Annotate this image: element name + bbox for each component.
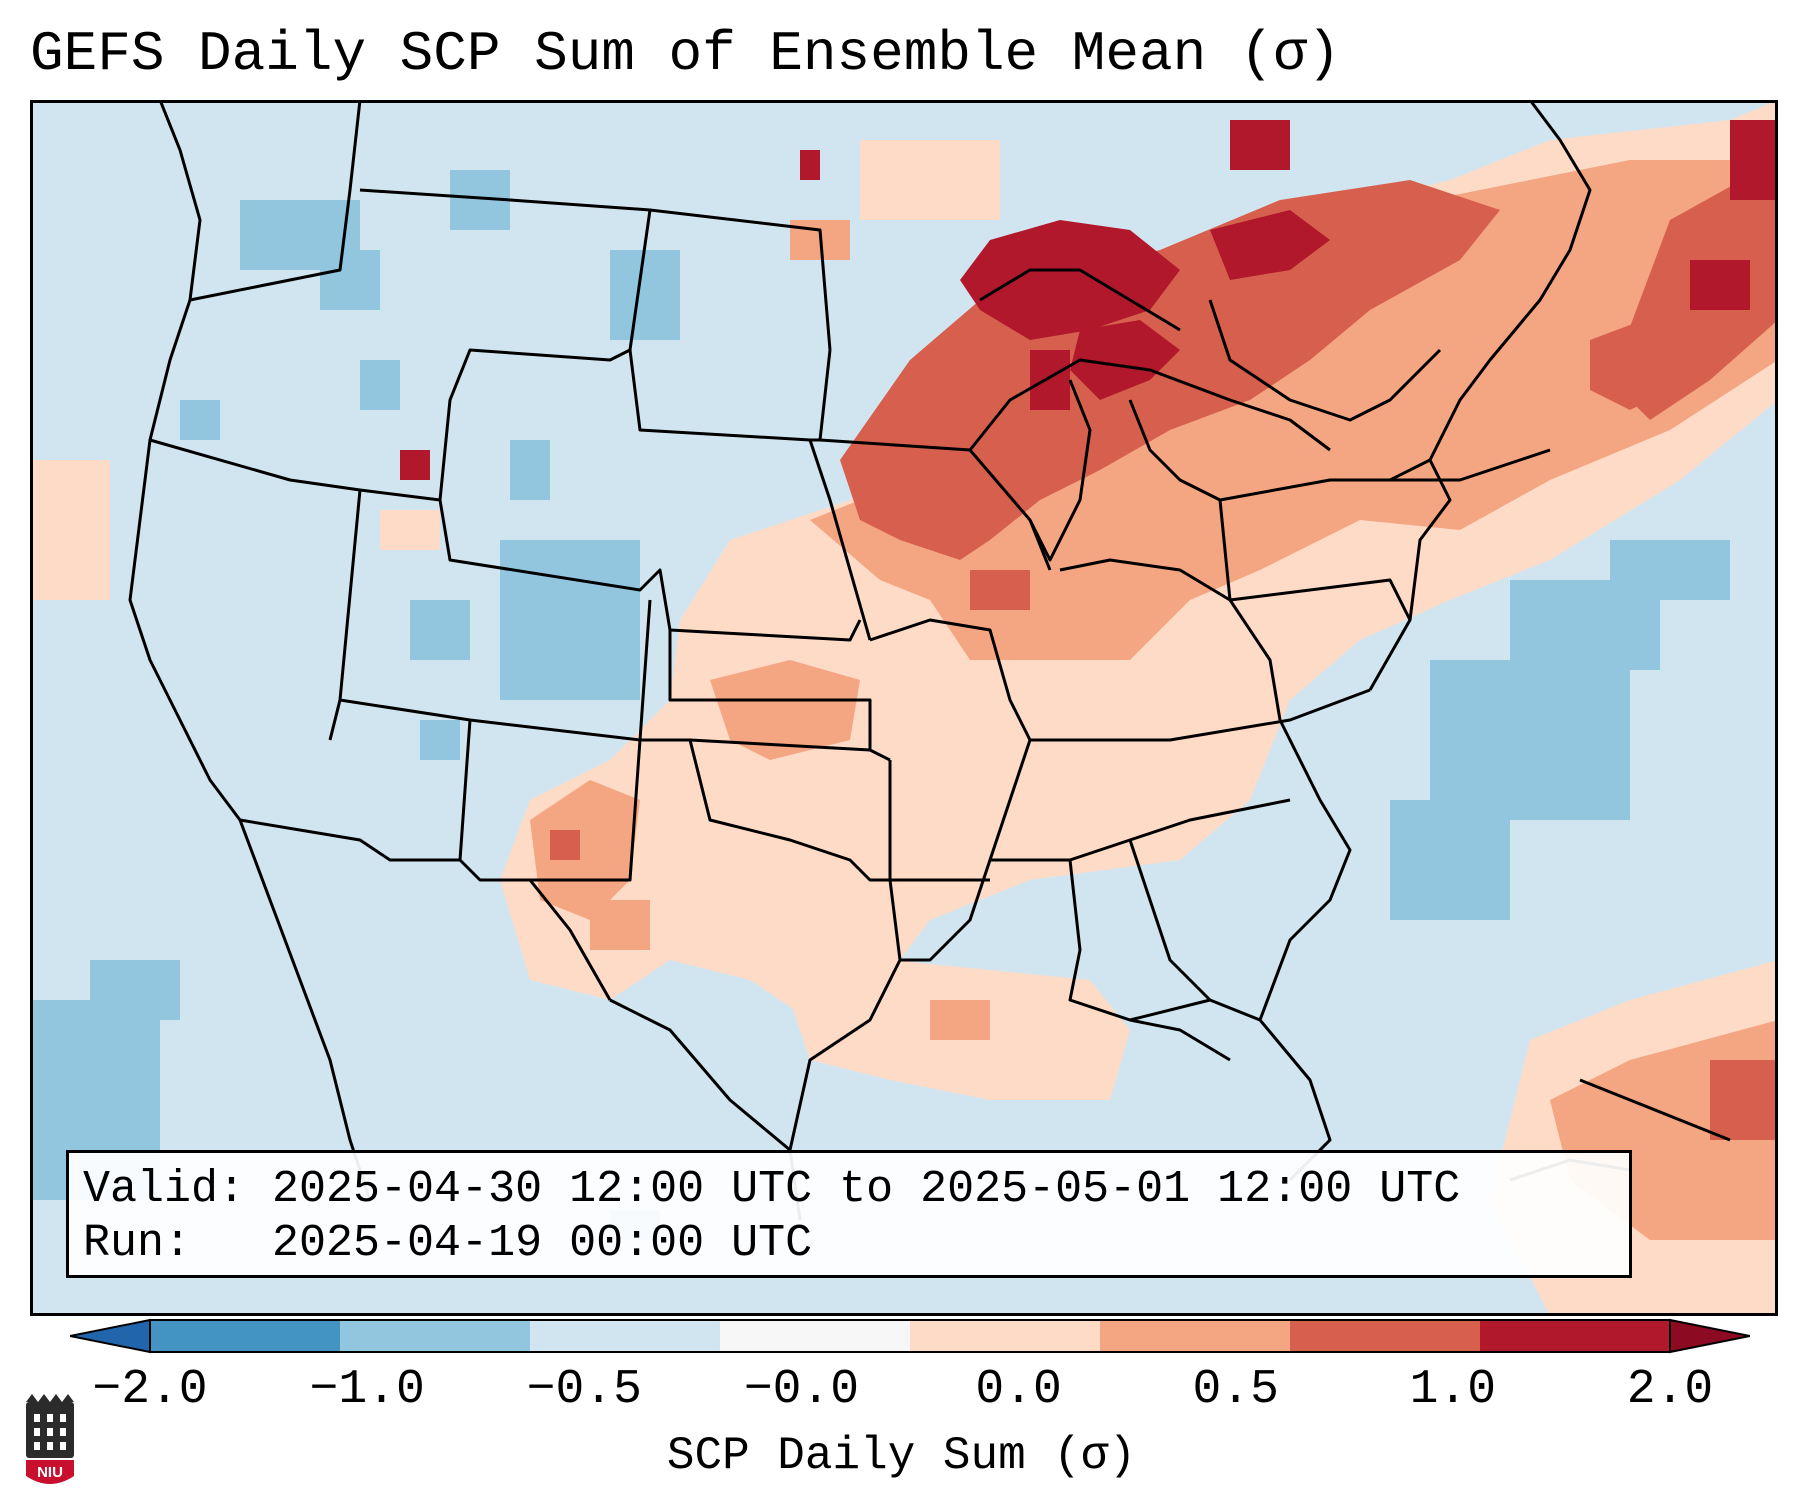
valid-time-text: Valid: 2025-04-30 12:00 UTC to 2025-05-0… xyxy=(83,1164,1461,1215)
colorbar-tick-label: −0.0 xyxy=(743,1363,860,1417)
niu-logo: NIU xyxy=(26,1394,74,1484)
colorbar-segment xyxy=(1290,1320,1481,1352)
colorbar-tick-label: −1.0 xyxy=(309,1363,425,1417)
colorbar-segment xyxy=(910,1320,1101,1352)
colorbar-segment xyxy=(1480,1320,1671,1352)
negative-anomaly-patches xyxy=(30,170,1730,1240)
colorbar-segment xyxy=(720,1320,911,1352)
colorbar xyxy=(70,1318,1750,1354)
colorbar-segment xyxy=(1100,1320,1291,1352)
positive-anomaly-very-high xyxy=(400,120,1778,480)
valid-run-infobox: Valid: 2025-04-30 12:00 UTC to 2025-05-0… xyxy=(66,1150,1632,1278)
colorbar-label: SCP Daily Sum (σ) xyxy=(666,1430,1137,1482)
colorbar-tick-label: −2.0 xyxy=(92,1363,208,1417)
map-borders xyxy=(128,100,1731,1221)
colorbar-tick-label: 2.0 xyxy=(1626,1363,1714,1417)
map-frame xyxy=(30,100,1778,1316)
colorbar-tick-label: 1.0 xyxy=(1409,1363,1497,1417)
chart-title: GEFS Daily SCP Sum of Ensemble Mean (σ) xyxy=(30,22,1341,86)
colorbar-extend-high xyxy=(1669,1318,1750,1354)
colorbar-segment xyxy=(340,1320,531,1352)
colorbar-tick-label: 0.0 xyxy=(975,1363,1062,1417)
colorbar-tick-label: −0.5 xyxy=(526,1363,642,1417)
colorbar-segment xyxy=(150,1320,341,1352)
colorbar-segment xyxy=(530,1320,721,1352)
logo-text: NIU xyxy=(37,1464,63,1481)
colorbar-extend-low xyxy=(70,1318,151,1354)
colorbar-tick-label: 0.5 xyxy=(1192,1363,1279,1417)
map-panel xyxy=(30,100,1778,1316)
colorbar-outline xyxy=(149,1319,1671,1353)
run-time-text: Run: 2025-04-19 00:00 UTC xyxy=(83,1218,813,1269)
colorbar-segments xyxy=(150,1320,1671,1352)
